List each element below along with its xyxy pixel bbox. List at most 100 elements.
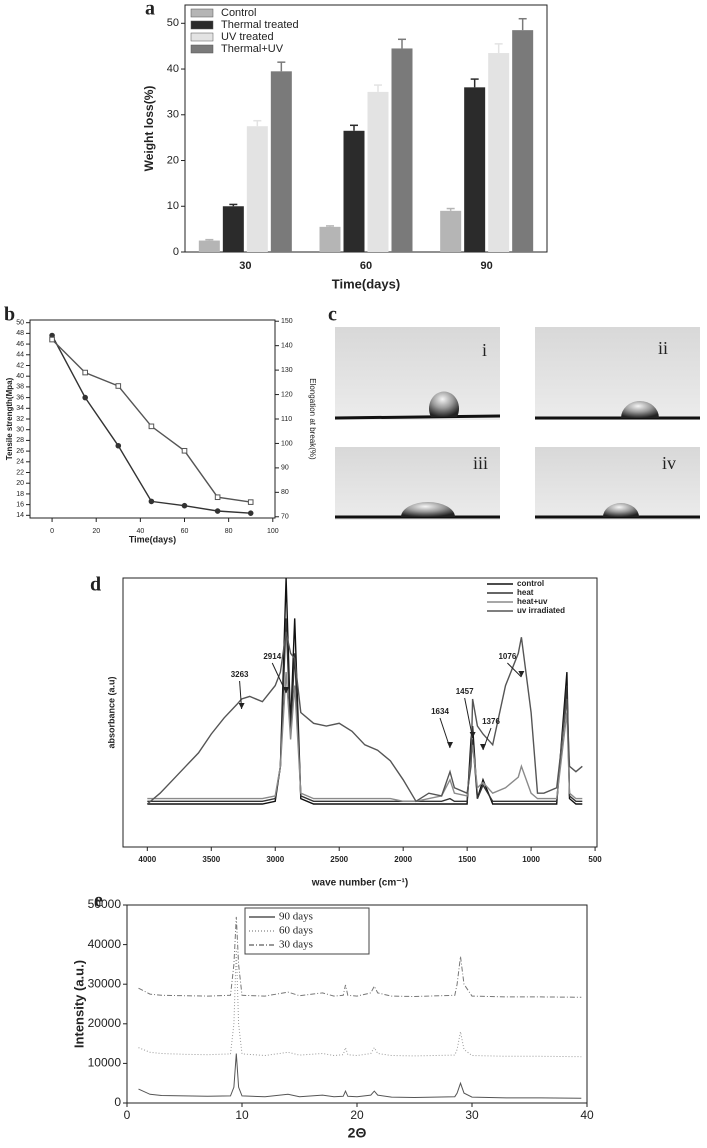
x-tick-label: 3000 [266, 855, 284, 864]
annotation: 1634 [431, 707, 449, 716]
bar [512, 30, 534, 252]
y-tick-label: 36 [16, 394, 24, 401]
series-line [147, 672, 583, 802]
error-bar [446, 207, 455, 211]
error-bar [398, 38, 406, 49]
point [148, 498, 155, 505]
image-label: iii [473, 453, 488, 473]
x-tick-label: 20 [350, 1108, 364, 1122]
x-tick-label: 40 [580, 1108, 594, 1122]
bar [464, 87, 486, 252]
y-tick-label: 16 [16, 501, 24, 508]
plot-frame [29, 319, 276, 519]
legend-label: control [517, 579, 544, 588]
legend-label: 90 days [279, 911, 313, 923]
annotation-arrow [507, 662, 522, 678]
y-tick-label: 26 [16, 448, 24, 455]
point [214, 494, 221, 501]
point [247, 510, 254, 516]
legend-label: UV treated [221, 31, 274, 43]
droplet [603, 503, 639, 517]
y-tick-label: 50000 [88, 897, 122, 911]
point [115, 383, 122, 389]
bar [270, 71, 292, 253]
point [82, 394, 88, 401]
surface [334, 414, 501, 420]
legend-swatch [190, 20, 214, 30]
annotation-arrow [464, 697, 474, 739]
y-tick-label: 48 [16, 330, 24, 337]
chart-panel: e 0 10000 20000 30000 40000 50000 0 10 20 30 40 Inte… [71, 890, 594, 1141]
point [181, 502, 188, 509]
y2-tick-label: 130 [281, 367, 293, 374]
bar [391, 48, 413, 252]
x-axis-title: 2Θ [348, 1125, 367, 1141]
y-tick-label: 30000 [88, 976, 122, 990]
legend-label: heat [517, 588, 534, 597]
droplet [621, 401, 659, 418]
bar [222, 206, 244, 252]
y2-tick-label: 100 [281, 440, 293, 447]
point [82, 369, 88, 376]
panel-label: d [90, 574, 101, 596]
series-line [147, 577, 583, 805]
bar [198, 240, 220, 252]
chart-panel: d 4000 3500 3000 2500 2000 1500 1000 500 absorban… [90, 574, 602, 889]
error-bar [229, 203, 238, 207]
y2-tick-label: 140 [281, 343, 293, 350]
x-tick-label: 40 [136, 528, 144, 535]
y2-tick-label: 150 [281, 318, 293, 325]
y-tick-label: 28 [16, 437, 24, 444]
x-tick-label: 1500 [458, 855, 476, 864]
chart-panel: a 0 10 20 30 40 50 Weight loss(%) Time(days) 30 60… [142, 0, 548, 291]
error-bar [277, 61, 286, 72]
annotation: 3263 [231, 670, 249, 679]
x-tick-label: 3500 [202, 855, 220, 864]
droplet-image [535, 327, 700, 420]
legend: 90 days 60 days 30 days [244, 907, 370, 955]
annotation-arrowhead [238, 703, 245, 709]
y-tick-label: 0 [173, 246, 179, 258]
y-tick-label: 40 [167, 63, 179, 75]
error-bar [470, 78, 479, 88]
plot-frame [122, 577, 598, 848]
panel-label: b [4, 304, 15, 326]
point [214, 508, 221, 514]
bar [367, 91, 389, 252]
error-bar [326, 225, 334, 227]
x-tick-label: 20 [92, 528, 100, 535]
legend-frame [244, 907, 370, 955]
y-axis-title: Weight loss(%) [142, 86, 156, 172]
bar [343, 130, 365, 252]
legend-label: Thermal+UV [221, 43, 284, 55]
point [49, 336, 55, 343]
error-bar [374, 84, 382, 92]
x-tick-label: 60 [181, 528, 189, 535]
x-tick-label: 2000 [394, 855, 412, 864]
error-bar [494, 43, 503, 54]
point [247, 499, 254, 505]
panel-c: c i ii iii iv [328, 304, 700, 520]
y-tick-label: 20000 [88, 1016, 122, 1030]
y-tick-label: 18 [16, 491, 24, 498]
legend-label: Control [221, 7, 256, 19]
x-axis-title: Time(days) [332, 276, 400, 291]
y-tick-label: 10000 [88, 1056, 122, 1070]
legend-swatch [190, 44, 214, 54]
x-tick-label: 2500 [330, 855, 348, 864]
droplet [401, 502, 455, 517]
image-label: i [482, 340, 487, 360]
y2-tick-label: 90 [281, 465, 289, 472]
x-tick-label: 30 [465, 1108, 479, 1122]
bar [246, 126, 268, 252]
chart-panel: b 14 16 18 20 22 24 26 28 30 32 34 36 38 40 42 44 46 48 50 7… [4, 304, 317, 545]
y-tick-label: 30 [167, 109, 179, 121]
annotation-arrowhead [480, 744, 487, 750]
y-tick-label: 10 [167, 200, 179, 212]
y-tick-label: 20 [167, 154, 179, 166]
image-label: iv [662, 453, 676, 473]
x-tick-label: 100 [267, 528, 279, 535]
y2-axis-title: Elongation at break(%) [308, 378, 317, 460]
